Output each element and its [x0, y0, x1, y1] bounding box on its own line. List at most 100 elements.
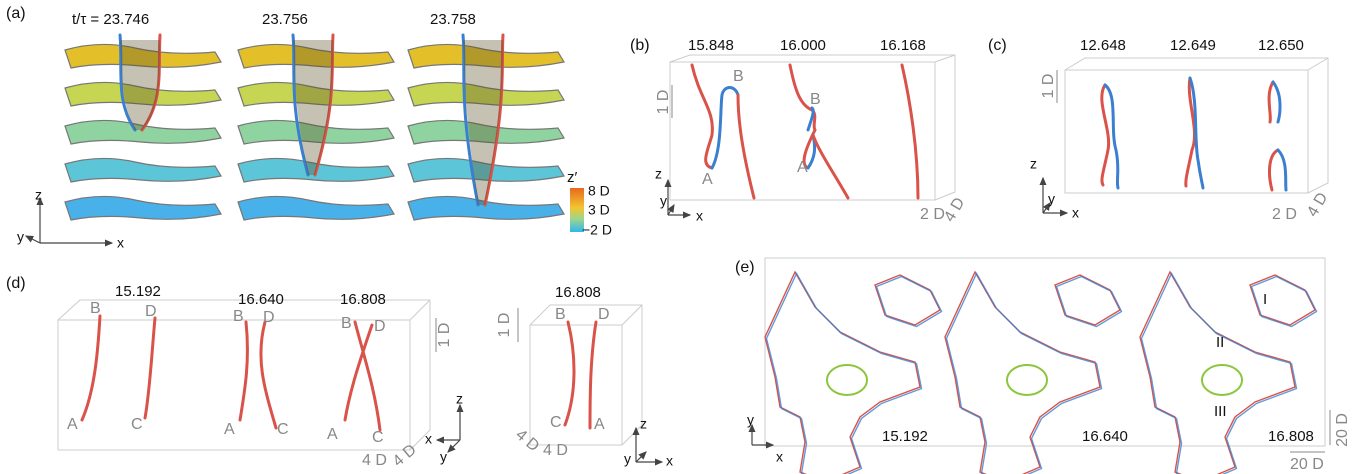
- iso-surface: [407, 157, 565, 183]
- colorbar: [570, 188, 584, 232]
- contour: [765, 271, 923, 474]
- colorbar-title: z′: [567, 169, 578, 186]
- time-label: 16.808: [1268, 428, 1314, 445]
- point-label: C: [550, 414, 562, 431]
- iso-surface: [64, 43, 222, 69]
- point-label: B: [233, 308, 244, 325]
- point-label: B: [733, 68, 744, 85]
- panel-label: (d): [6, 275, 26, 292]
- axis-arrow: [447, 439, 461, 453]
- axis-label: y: [624, 451, 631, 467]
- vortex-line: [710, 86, 740, 170]
- time-label: t/τ = 23.746: [72, 11, 149, 28]
- time-label: 16.808: [555, 284, 601, 301]
- vortex-line: [238, 320, 249, 422]
- vortex-tube: [313, 33, 335, 177]
- vortex-line: [143, 316, 157, 420]
- iso-surface: [407, 43, 565, 69]
- point-label: A: [702, 171, 713, 188]
- contour: [945, 271, 1103, 474]
- scale-label: 4 D: [512, 426, 542, 455]
- colorbar-tick: 3 D: [588, 202, 610, 218]
- axis-label: y: [1048, 191, 1055, 207]
- axis-label: z: [35, 187, 42, 203]
- axis-label: z: [655, 166, 662, 182]
- time-label: 12.650: [1258, 37, 1304, 54]
- scale-label: 1 D: [1040, 74, 1057, 99]
- scale-label: 20 D: [1334, 413, 1351, 447]
- vortex-line: [1271, 80, 1282, 124]
- time-label: 23.756: [262, 11, 308, 28]
- point-label: A: [594, 416, 605, 433]
- iso-surface: [407, 119, 565, 145]
- axis-label: y: [440, 449, 447, 465]
- point-label: D: [374, 318, 386, 335]
- colorbar-tick: −2 D: [582, 222, 612, 238]
- point-labels: B D A C B D A C B D A C: [67, 300, 386, 446]
- scale-label: 2 D: [1272, 206, 1297, 223]
- iso-surface: [407, 81, 565, 107]
- vortex-line: [259, 320, 278, 430]
- point-label: A: [327, 426, 338, 443]
- panel-label: (b): [630, 37, 650, 54]
- vortex-tube: [483, 33, 505, 207]
- region-label: I: [1263, 291, 1267, 308]
- iso-surface: [237, 119, 395, 145]
- vortex-line: [80, 314, 102, 422]
- contour: [1140, 271, 1298, 474]
- vortex-line: [1267, 80, 1275, 124]
- scale-label: 1 D: [655, 90, 672, 115]
- iso-surface: [64, 119, 222, 145]
- vortex-line: [736, 93, 756, 200]
- axis-label: y: [17, 229, 24, 245]
- axis-arrow: [667, 203, 675, 216]
- interface-contours: [764, 270, 1318, 474]
- time-label: 15.192: [115, 283, 161, 300]
- scale-label: 2 D: [920, 206, 945, 223]
- iso-surface: [407, 195, 565, 221]
- vortex-tube: [461, 33, 480, 207]
- time-label: 16.640: [238, 291, 284, 308]
- iso-surface: [237, 195, 395, 221]
- axis-label: z: [456, 391, 463, 407]
- vortex-line: [353, 320, 382, 432]
- vortex-sheet: [463, 40, 503, 205]
- point-label: A: [67, 416, 78, 433]
- reconnection-marker: [1006, 364, 1048, 396]
- scale-label: 4 D: [362, 452, 387, 469]
- panel-a-sheets: [64, 33, 565, 221]
- scale-label: 4 D: [1304, 190, 1331, 220]
- panel-label: (e): [735, 259, 755, 276]
- scale-label: 4 D: [543, 442, 568, 459]
- axis-label: z: [1030, 156, 1037, 172]
- vortex-line: [811, 133, 850, 200]
- axis-arrow: [635, 451, 647, 463]
- point-label: B: [341, 315, 352, 332]
- point-label: C: [372, 429, 384, 446]
- contour: [875, 275, 943, 328]
- vortex-line: [690, 63, 714, 170]
- axis-label: y: [660, 193, 667, 209]
- bounding-box: [669, 54, 956, 201]
- point-label: A: [797, 159, 808, 176]
- point-label: A: [224, 421, 235, 438]
- vortex-sheet: [120, 40, 160, 130]
- contour: [1055, 275, 1123, 328]
- scale-label: 20 D: [1290, 456, 1324, 473]
- axis-label: x: [666, 453, 673, 469]
- point-label: D: [145, 303, 157, 320]
- scale-label: 4 D: [390, 441, 420, 470]
- time-label: 16.000: [780, 37, 826, 54]
- time-label: 15.192: [882, 428, 928, 445]
- region-label: III: [1214, 403, 1227, 420]
- vortex-line: [343, 323, 374, 422]
- contour: [1250, 275, 1318, 328]
- vortex-line: [588, 320, 598, 430]
- vortex-line: [563, 320, 576, 427]
- point-label: C: [277, 421, 289, 438]
- iso-surface: [64, 157, 222, 183]
- point-label: B: [555, 306, 566, 323]
- time-label: 16.640: [1082, 428, 1128, 445]
- vortex-line: [1268, 148, 1280, 192]
